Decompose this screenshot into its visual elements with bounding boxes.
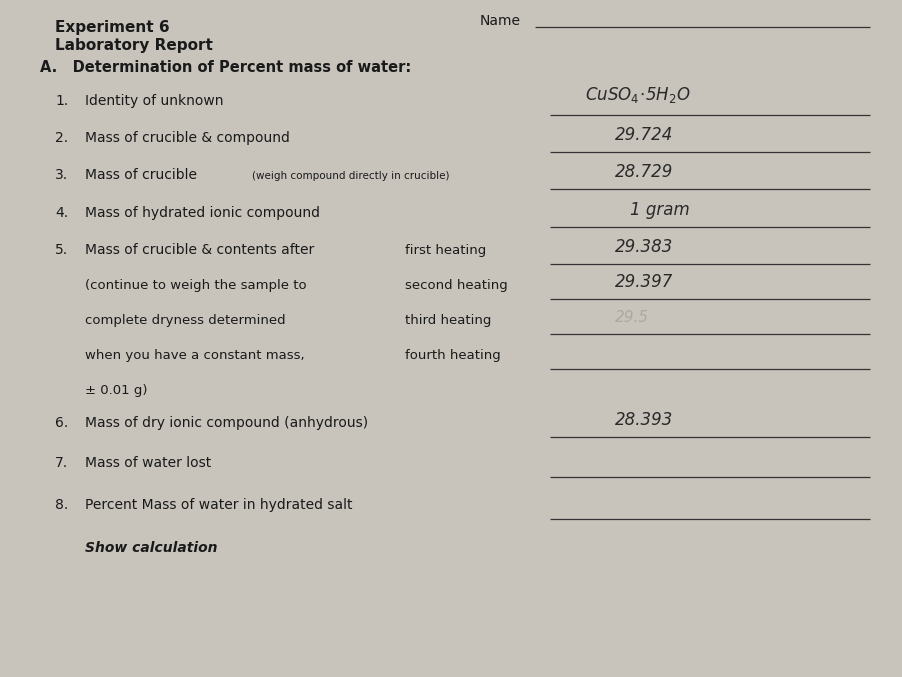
Text: Mass of crucible & contents after: Mass of crucible & contents after xyxy=(85,243,314,257)
Text: Mass of crucible & compound: Mass of crucible & compound xyxy=(85,131,290,145)
Text: (weigh compound directly in crucible): (weigh compound directly in crucible) xyxy=(252,171,449,181)
Text: 29.724: 29.724 xyxy=(615,126,674,144)
Text: 4.: 4. xyxy=(55,206,69,220)
Text: 5.: 5. xyxy=(55,243,69,257)
Text: Mass of hydrated ionic compound: Mass of hydrated ionic compound xyxy=(85,206,320,220)
Text: A.   Determination of Percent mass of water:: A. Determination of Percent mass of wate… xyxy=(40,60,411,75)
Text: 28.729: 28.729 xyxy=(615,163,674,181)
Text: 8.: 8. xyxy=(55,498,69,512)
Text: 6.: 6. xyxy=(55,416,69,430)
Text: 1 gram: 1 gram xyxy=(630,201,690,219)
Text: Experiment 6: Experiment 6 xyxy=(55,20,170,35)
Text: Mass of dry ionic compound (anhydrous): Mass of dry ionic compound (anhydrous) xyxy=(85,416,368,430)
Text: 7.: 7. xyxy=(55,456,69,470)
Text: Name: Name xyxy=(480,14,521,28)
Text: first heating: first heating xyxy=(405,244,486,257)
Text: (continue to weigh the sample to: (continue to weigh the sample to xyxy=(85,279,307,292)
Text: Percent Mass of water in hydrated salt: Percent Mass of water in hydrated salt xyxy=(85,498,353,512)
Text: ± 0.01 g): ± 0.01 g) xyxy=(85,384,148,397)
Text: when you have a constant mass,: when you have a constant mass, xyxy=(85,349,305,362)
Text: 3.: 3. xyxy=(55,168,69,182)
Text: 28.393: 28.393 xyxy=(615,411,674,429)
Text: Mass of water lost: Mass of water lost xyxy=(85,456,211,470)
Text: Identity of unknown: Identity of unknown xyxy=(85,94,224,108)
Text: Mass of crucible: Mass of crucible xyxy=(85,168,201,182)
Text: 2.: 2. xyxy=(55,131,69,145)
Text: fourth heating: fourth heating xyxy=(405,349,501,362)
Text: CuSO$_4\!\cdot\!$5H$_2$O: CuSO$_4\!\cdot\!$5H$_2$O xyxy=(585,85,691,105)
Text: 29.5: 29.5 xyxy=(615,310,649,325)
Text: second heating: second heating xyxy=(405,279,508,292)
Text: 29.397: 29.397 xyxy=(615,273,674,291)
Text: 1.: 1. xyxy=(55,94,69,108)
Text: Laboratory Report: Laboratory Report xyxy=(55,38,213,53)
Text: third heating: third heating xyxy=(405,314,492,327)
Text: 29.383: 29.383 xyxy=(615,238,674,256)
Text: complete dryness determined: complete dryness determined xyxy=(85,314,286,327)
Text: Show calculation: Show calculation xyxy=(85,541,217,555)
